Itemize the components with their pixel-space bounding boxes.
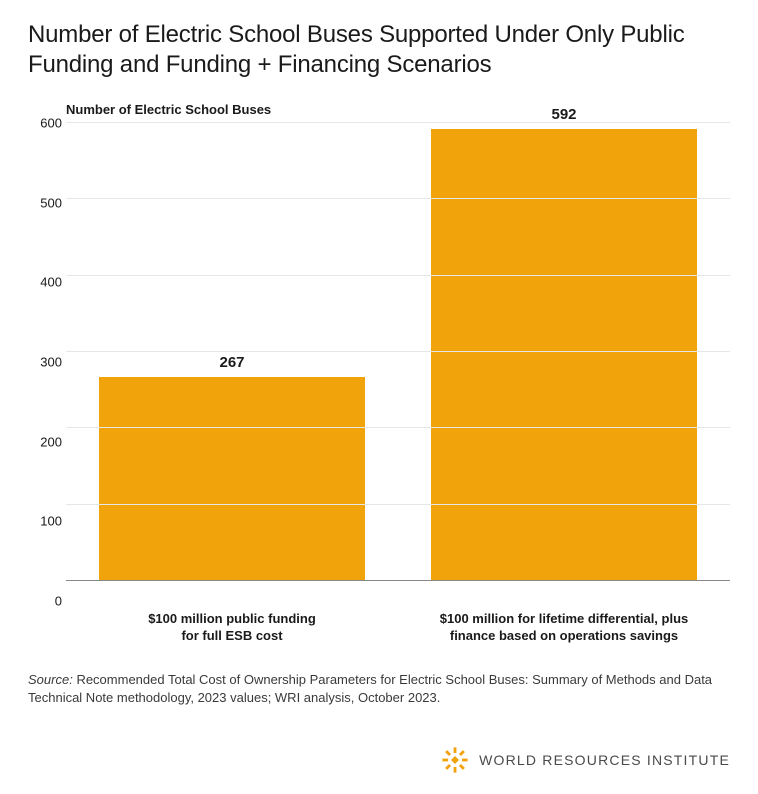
bar-slot: 267 [66, 123, 398, 581]
y-tick-label: 600 [28, 116, 62, 131]
plot-area: 267 592 [66, 123, 730, 581]
y-tick-label: 500 [28, 195, 62, 210]
bar: 267 [99, 377, 365, 581]
gridline [66, 580, 730, 581]
bar-slot: 592 [398, 123, 730, 581]
y-tick-label: 300 [28, 355, 62, 370]
chart-title: Number of Electric School Buses Supporte… [28, 20, 730, 80]
bar-value-label: 267 [219, 354, 244, 371]
gridline [66, 198, 730, 199]
gridline [66, 122, 730, 123]
x-axis-labels: $100 million public fundingfor full ESB … [66, 610, 730, 645]
y-tick-label: 100 [28, 514, 62, 529]
x-axis-label: $100 million for lifetime differential, … [398, 610, 730, 645]
source-label: Source: [28, 672, 73, 687]
y-tick-label: 0 [28, 594, 62, 609]
wri-logo-text: WORLD RESOURCES INSTITUTE [479, 752, 730, 768]
y-tick-label: 400 [28, 275, 62, 290]
bars-container: 267 592 [66, 123, 730, 581]
wri-logo: WORLD RESOURCES INSTITUTE [441, 746, 730, 774]
gridline [66, 351, 730, 352]
gridline [66, 427, 730, 428]
bar: 592 [431, 129, 697, 581]
wri-logo-icon [441, 746, 469, 774]
source-text: Recommended Total Cost of Ownership Para… [28, 672, 712, 705]
bar-value-label: 592 [551, 106, 576, 123]
y-axis-title: Number of Electric School Buses [66, 102, 730, 117]
source-note: Source: Recommended Total Cost of Owners… [28, 671, 730, 707]
gridline [66, 504, 730, 505]
gridline [66, 275, 730, 276]
y-tick-label: 200 [28, 434, 62, 449]
x-axis-label: $100 million public fundingfor full ESB … [66, 610, 398, 645]
chart-area: 267592 $100 million public fundingfor fu… [28, 123, 730, 601]
